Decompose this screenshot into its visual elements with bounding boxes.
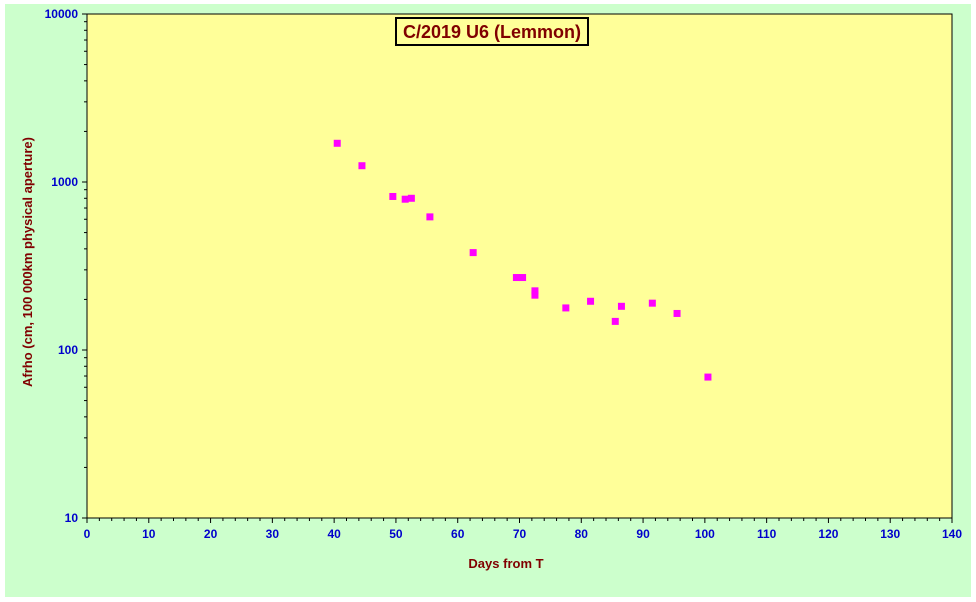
data-points <box>333 139 712 381</box>
data-point <box>531 287 539 295</box>
x-tick-label: 100 <box>695 527 715 541</box>
data-point <box>673 309 681 317</box>
data-point <box>407 194 415 202</box>
data-point <box>648 299 656 307</box>
data-point <box>704 373 712 381</box>
data-point <box>519 274 527 282</box>
data-point <box>389 192 397 200</box>
x-tick-label: 60 <box>451 527 465 541</box>
chart-title: C/2019 U6 (Lemmon) <box>403 22 581 42</box>
x-tick-label: 10 <box>142 527 156 541</box>
x-tick-label: 50 <box>389 527 403 541</box>
data-point <box>562 304 570 312</box>
plot-area <box>86 13 953 519</box>
x-tick-label: 0 <box>84 527 91 541</box>
data-point <box>401 195 409 203</box>
x-tick-label: 110 <box>757 527 777 541</box>
x-tick-label: 80 <box>575 527 589 541</box>
data-point <box>426 213 434 221</box>
x-tick-label: 40 <box>327 527 341 541</box>
data-point <box>611 317 619 325</box>
data-point <box>617 302 625 310</box>
x-axis: 0 10 20 30 40 50 60 70 80 90 100 110 120 130 140 <box>84 518 962 541</box>
x-tick-label: 30 <box>266 527 280 541</box>
data-point <box>333 139 341 147</box>
x-tick-label: 20 <box>204 527 218 541</box>
x-axis-title: Days from T <box>468 556 543 571</box>
data-point <box>587 297 595 305</box>
y-tick-label: 1000 <box>51 175 78 189</box>
y-axis-title: Afrho (cm, 100 000km physical aperture) <box>20 137 35 387</box>
y-tick-label: 100 <box>58 343 78 357</box>
data-point <box>358 162 366 170</box>
chart-title-box: C/2019 U6 (Lemmon) <box>395 17 589 46</box>
data-point <box>469 249 477 257</box>
y-tick-label: 10 <box>65 511 79 525</box>
y-tick-label: 10000 <box>45 7 79 21</box>
data-point <box>512 274 520 282</box>
x-tick-label: 70 <box>513 527 527 541</box>
x-tick-label: 90 <box>636 527 650 541</box>
x-tick-label: 120 <box>818 527 838 541</box>
y-axis: 10 100 1000 10000 <box>45 7 87 525</box>
x-tick-label: 130 <box>880 527 900 541</box>
x-tick-label: 140 <box>942 527 962 541</box>
data-point <box>531 291 539 299</box>
